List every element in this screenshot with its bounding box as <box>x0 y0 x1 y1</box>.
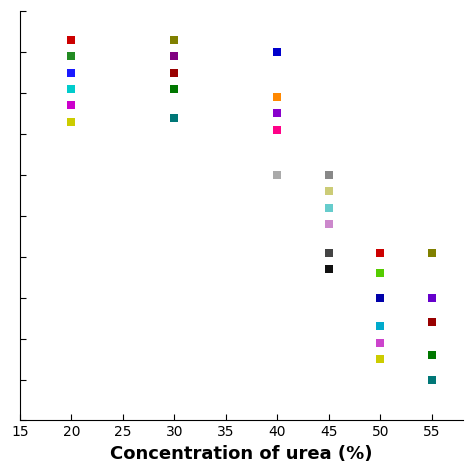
Point <box>377 269 384 277</box>
Point <box>273 109 281 117</box>
Point <box>273 126 281 134</box>
Point <box>273 48 281 56</box>
Point <box>68 101 75 109</box>
Point <box>428 249 436 256</box>
Point <box>428 351 436 359</box>
Point <box>325 187 333 195</box>
Point <box>273 93 281 101</box>
X-axis label: Concentration of urea (%): Concentration of urea (%) <box>110 445 373 463</box>
Point <box>171 36 178 44</box>
Point <box>428 319 436 326</box>
Point <box>377 294 384 301</box>
Point <box>68 118 75 126</box>
Point <box>325 204 333 211</box>
Point <box>171 69 178 76</box>
Point <box>68 36 75 44</box>
Point <box>171 85 178 93</box>
Point <box>171 114 178 121</box>
Point <box>428 294 436 301</box>
Point <box>377 356 384 363</box>
Point <box>68 52 75 60</box>
Point <box>68 69 75 76</box>
Point <box>171 52 178 60</box>
Point <box>377 249 384 256</box>
Point <box>325 171 333 179</box>
Point <box>428 376 436 383</box>
Point <box>325 249 333 256</box>
Point <box>377 322 384 330</box>
Point <box>325 220 333 228</box>
Point <box>325 265 333 273</box>
Point <box>68 85 75 93</box>
Point <box>273 171 281 179</box>
Point <box>377 339 384 346</box>
